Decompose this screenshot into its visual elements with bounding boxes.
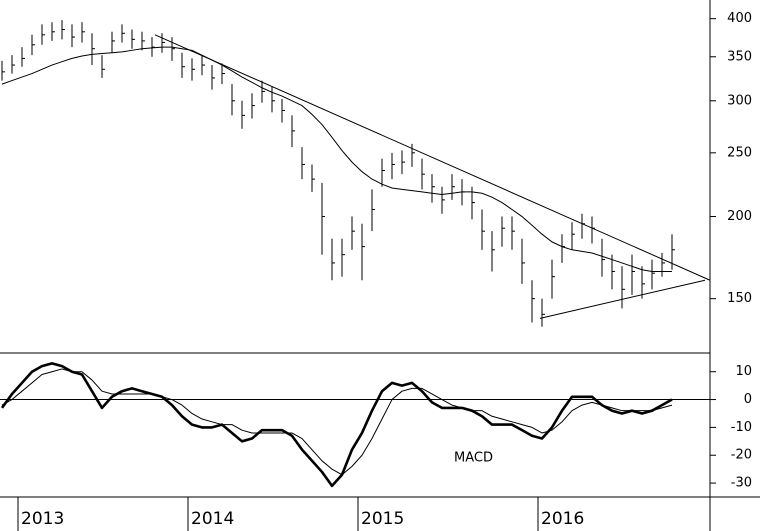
series-label: MACD (454, 451, 493, 466)
y-tick-label: -20 (731, 448, 752, 463)
x-tick-label: 2016 (541, 509, 584, 529)
x-tick-label: 2015 (361, 509, 404, 529)
moving-average (1, 46, 672, 272)
signal-line (1, 368, 673, 476)
y-tick-label: 400 (727, 11, 752, 26)
y-tick-label: 350 (727, 49, 752, 64)
y-tick-label: 250 (727, 145, 752, 160)
x-tick-label: 2013 (21, 509, 64, 529)
trendline (154, 34, 711, 281)
macd-line (0, 362, 673, 488)
y-tick-label: 300 (727, 93, 752, 108)
trendline (539, 279, 706, 319)
y-tick-label: -10 (731, 420, 752, 435)
x-tick-label: 2014 (191, 509, 234, 529)
y-tick-label: -30 (731, 476, 752, 491)
y-tick-label: 10 (735, 364, 752, 379)
y-tick-label: 0 (744, 392, 752, 407)
y-tick-label: 150 (727, 291, 752, 306)
y-tick-label: 200 (727, 209, 752, 224)
